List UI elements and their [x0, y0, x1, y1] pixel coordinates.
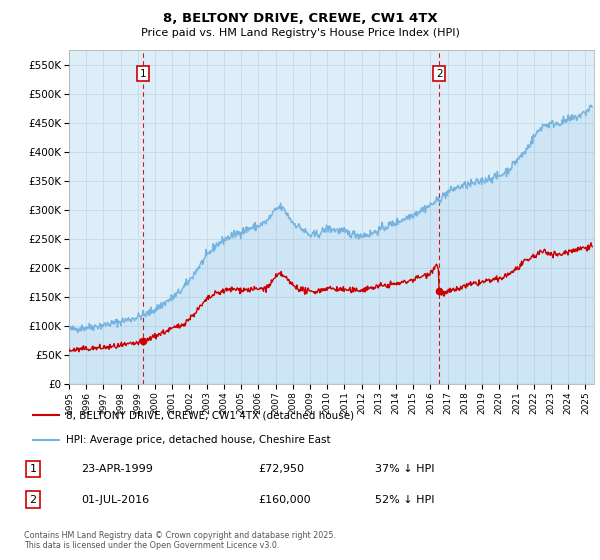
Text: Price paid vs. HM Land Registry's House Price Index (HPI): Price paid vs. HM Land Registry's House … — [140, 28, 460, 38]
Text: 1: 1 — [29, 464, 37, 474]
Text: 8, BELTONY DRIVE, CREWE, CW1 4TX (detached house): 8, BELTONY DRIVE, CREWE, CW1 4TX (detach… — [66, 410, 354, 421]
Text: Contains HM Land Registry data © Crown copyright and database right 2025.
This d: Contains HM Land Registry data © Crown c… — [24, 531, 336, 550]
Text: HPI: Average price, detached house, Cheshire East: HPI: Average price, detached house, Ches… — [66, 435, 331, 445]
Text: 37% ↓ HPI: 37% ↓ HPI — [375, 464, 434, 474]
Text: 8, BELTONY DRIVE, CREWE, CW1 4TX: 8, BELTONY DRIVE, CREWE, CW1 4TX — [163, 12, 437, 25]
Text: 23-APR-1999: 23-APR-1999 — [81, 464, 153, 474]
Text: £160,000: £160,000 — [258, 494, 311, 505]
Text: 52% ↓ HPI: 52% ↓ HPI — [375, 494, 434, 505]
Text: 2: 2 — [29, 494, 37, 505]
Text: £72,950: £72,950 — [258, 464, 304, 474]
Text: 01-JUL-2016: 01-JUL-2016 — [81, 494, 149, 505]
Text: 2: 2 — [436, 68, 442, 78]
Text: 1: 1 — [140, 68, 146, 78]
